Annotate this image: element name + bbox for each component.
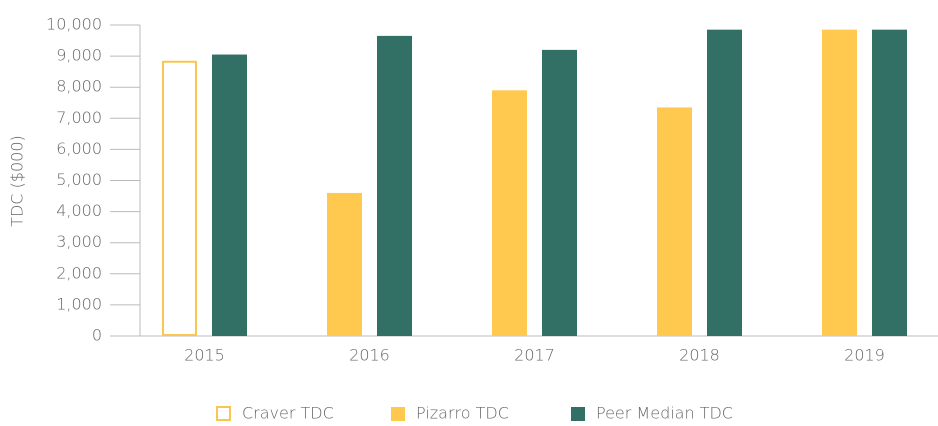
- x-tick-label: 2016: [349, 346, 390, 365]
- y-axis-label: TDC ($000): [8, 135, 27, 227]
- bar: [822, 29, 857, 336]
- bar: [542, 49, 577, 336]
- y-tick-label: 6,000: [56, 139, 102, 158]
- bar: [162, 60, 197, 336]
- bar: [212, 54, 247, 337]
- y-tick-label: 4,000: [56, 201, 102, 220]
- y-tick-label: 2,000: [56, 263, 102, 282]
- bar: [492, 90, 527, 336]
- y-tick-label: 10,000: [46, 15, 102, 34]
- y-tick-label: 8,000: [56, 77, 102, 96]
- y-tick-label: 9,000: [56, 46, 102, 65]
- bar: [707, 29, 742, 336]
- x-tick-label: 2015: [184, 346, 225, 365]
- y-tick-label: 3,000: [56, 232, 102, 251]
- legend-marker: [391, 407, 405, 421]
- y-tick-label: 1,000: [56, 294, 102, 313]
- legend-marker: [571, 407, 585, 421]
- legend-label: Pizarro TDC: [416, 404, 509, 423]
- x-tick-label: 2018: [679, 346, 720, 365]
- x-tick-label: 2019: [844, 346, 885, 365]
- legend-label: Craver TDC: [242, 404, 334, 423]
- bar: [872, 29, 907, 336]
- bar: [377, 35, 412, 336]
- bar: [327, 192, 362, 336]
- x-tick-label: 2017: [514, 346, 555, 365]
- legend-marker: [216, 406, 231, 421]
- bar: [657, 107, 692, 336]
- legend-label: Peer Median TDC: [596, 404, 733, 423]
- y-tick-label: 5,000: [56, 170, 102, 189]
- y-tick-label: 0: [92, 326, 102, 345]
- y-tick-label: 7,000: [56, 108, 102, 127]
